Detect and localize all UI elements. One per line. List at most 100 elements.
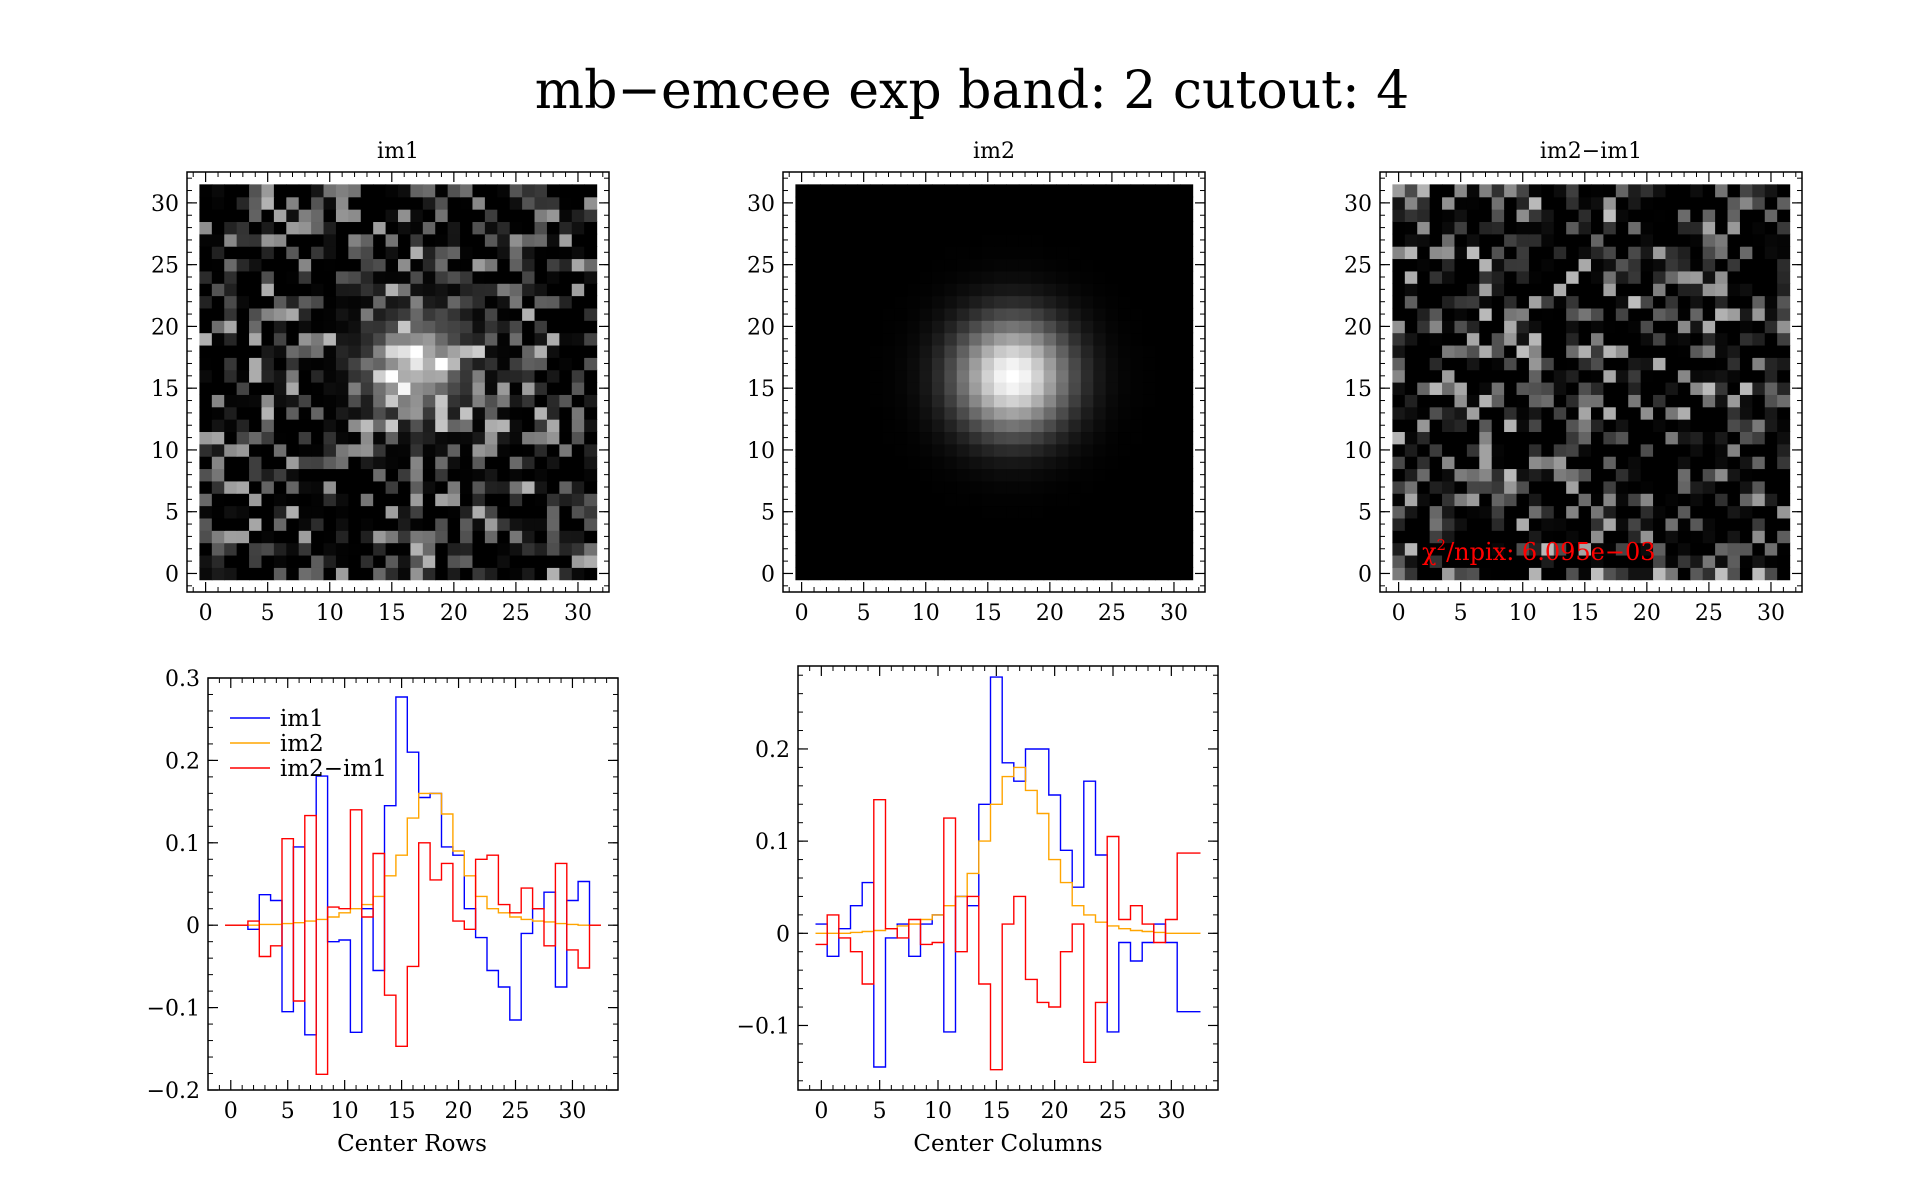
image-pixel — [1504, 505, 1518, 519]
image-pixel — [422, 209, 436, 223]
image-pixel — [373, 394, 387, 408]
image-pixel — [1018, 505, 1032, 519]
image-pixel — [1454, 283, 1468, 297]
image-pixel — [1677, 344, 1691, 358]
image-pixel — [1690, 468, 1704, 482]
image-pixel — [224, 344, 238, 358]
image-pixel — [1142, 419, 1156, 433]
image-pixel — [236, 493, 250, 507]
image-pixel — [1715, 382, 1729, 395]
image-pixel — [919, 406, 933, 420]
image-pixel — [1578, 530, 1592, 544]
image-pixel — [1118, 320, 1132, 334]
image-pixel — [261, 382, 275, 395]
image-pixel — [1454, 554, 1468, 568]
image-pixel — [795, 283, 809, 297]
image-pixel — [1018, 542, 1032, 556]
image-pixel — [1105, 184, 1119, 198]
image-pixel — [460, 295, 474, 309]
image-pixel — [894, 283, 908, 297]
image-pixel — [311, 443, 325, 457]
image-pixel — [1429, 530, 1443, 544]
image-pixel — [1516, 246, 1530, 260]
image-pixel — [509, 196, 523, 210]
image-pixel — [907, 480, 921, 494]
image-pixel — [1504, 344, 1518, 358]
image-pixel — [1006, 468, 1020, 482]
image-pixel — [1466, 307, 1480, 321]
image-pixel — [1442, 443, 1456, 457]
image-pixel — [1603, 517, 1617, 531]
image-pixel — [410, 184, 424, 198]
image-pixel — [447, 406, 461, 420]
image-pixel — [1677, 468, 1691, 482]
image-pixel — [1479, 258, 1493, 272]
image-pixel — [286, 542, 300, 556]
image-pixel — [509, 431, 523, 445]
image-pixel — [484, 468, 498, 482]
image-pixel — [435, 258, 449, 272]
image-pixel — [385, 332, 399, 346]
image-pixel — [1454, 196, 1468, 210]
image-pixel — [1615, 320, 1629, 334]
image-pixel — [1454, 332, 1468, 346]
image-pixel — [1665, 270, 1679, 284]
image-pixel — [447, 517, 461, 531]
image-pixel — [1093, 431, 1107, 445]
image-pixel — [1180, 480, 1194, 494]
image-pixel — [1018, 184, 1032, 198]
image-pixel — [1080, 382, 1094, 395]
image-pixel — [546, 382, 560, 395]
image-pixel — [1105, 554, 1119, 568]
image-pixel — [1578, 382, 1592, 395]
image-pixel — [1080, 530, 1094, 544]
image-pixel — [1764, 456, 1778, 470]
image-pixel — [1566, 258, 1580, 272]
image-pixel — [1080, 406, 1094, 420]
image-pixel — [1504, 456, 1518, 470]
image-pixel — [422, 196, 436, 210]
image-pixel — [335, 382, 349, 395]
image-pixel — [1429, 567, 1443, 581]
chi-superscript: 2 — [1437, 536, 1447, 554]
image-pixel — [907, 221, 921, 235]
image-pixel — [249, 419, 263, 433]
image-pixel — [1155, 542, 1169, 556]
image-pixel — [956, 382, 970, 395]
image-pixel — [1155, 554, 1169, 568]
image-pixel — [199, 209, 213, 223]
image-pixel — [546, 209, 560, 223]
image-pixel — [1130, 530, 1144, 544]
image-pixel — [1167, 505, 1181, 519]
image-pixel — [1417, 307, 1431, 321]
image-pixel — [1130, 468, 1144, 482]
image-pixel — [1479, 357, 1493, 371]
image-pixel — [1665, 369, 1679, 383]
image-pixel — [1578, 184, 1592, 198]
image-pixel — [907, 295, 921, 309]
image-pixel — [1018, 357, 1032, 371]
image-pixel — [1541, 258, 1555, 272]
image-pixel — [398, 554, 412, 568]
image-pixel — [1442, 406, 1456, 420]
image-pixel — [373, 505, 387, 519]
image-pixel — [1142, 246, 1156, 260]
image-pixel — [1043, 357, 1057, 371]
image-pixel — [199, 431, 213, 445]
image-pixel — [571, 456, 585, 470]
image-pixel — [249, 517, 263, 531]
image-pixel — [311, 567, 325, 581]
series-line-im2-minus-im1 — [225, 809, 601, 1075]
y-tick-label: 0 — [776, 922, 790, 947]
image-pixel — [1068, 270, 1082, 284]
image-pixel — [795, 493, 809, 507]
image-pixel — [969, 270, 983, 284]
image-pixel — [385, 480, 399, 494]
image-pixel — [1715, 344, 1729, 358]
image-pixel — [1093, 443, 1107, 457]
image-pixel — [956, 542, 970, 556]
image-pixel — [1142, 332, 1156, 346]
image-pixel — [1603, 357, 1617, 371]
image-pixel — [1442, 419, 1456, 433]
image-pixel — [981, 221, 995, 235]
